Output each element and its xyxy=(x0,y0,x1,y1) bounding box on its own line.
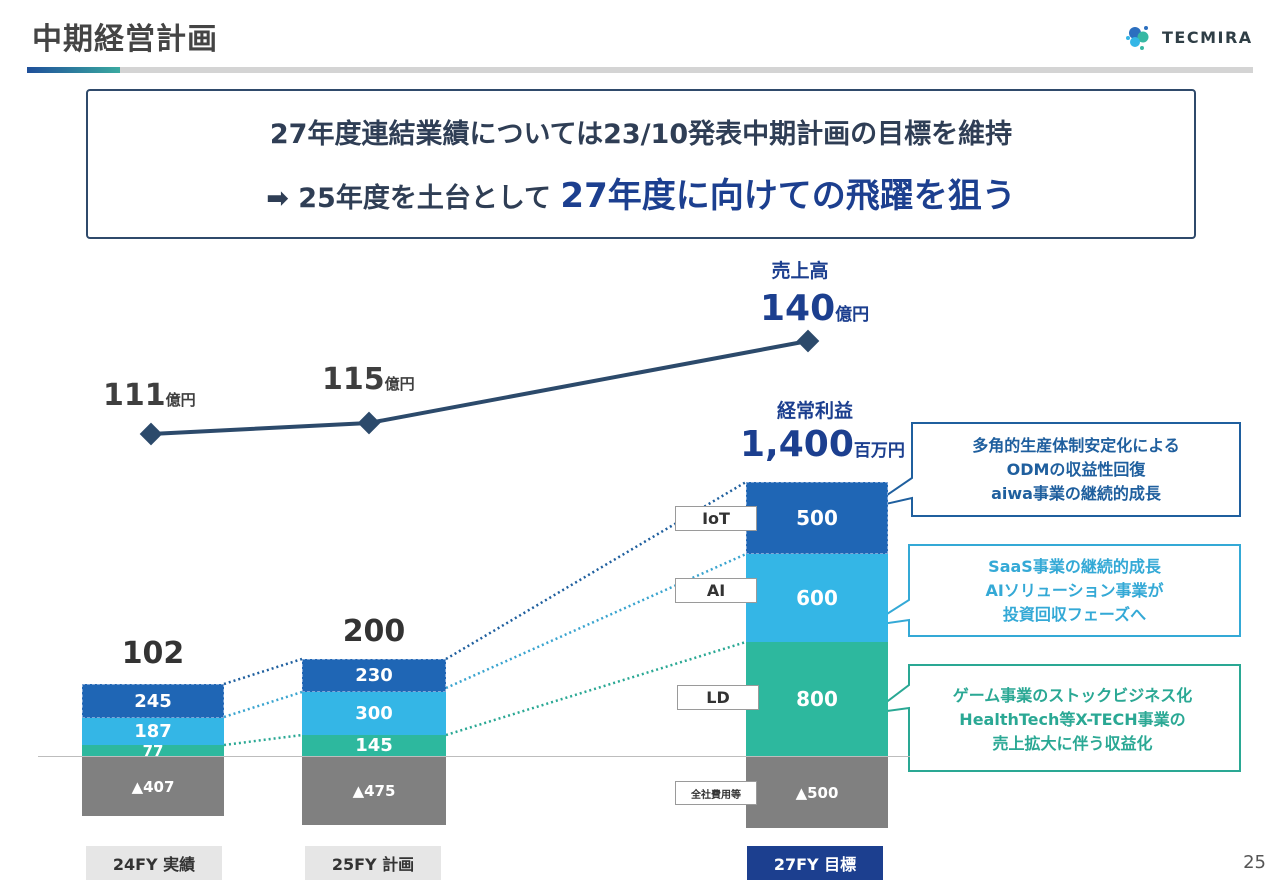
revenue-label-24fy: 111億円 xyxy=(103,378,196,413)
callout-1-shape xyxy=(867,422,1241,517)
bar-27fy-ai: 600 xyxy=(746,554,888,642)
revenue-label-27fy: 140億円 xyxy=(760,288,870,329)
headline-line-1: 27年度連結業績については23/10発表中期計画の目標を維持 xyxy=(269,119,1013,150)
ld-connector-2 xyxy=(445,640,747,737)
bar-27fy-cost: ▲500 xyxy=(746,757,888,828)
callout-2-shape xyxy=(867,544,1241,637)
bar-25fy-cost: ▲475 xyxy=(302,757,446,825)
revenue-label-25fy: 115億円 xyxy=(322,362,415,397)
bar-25fy-ld: 145 xyxy=(302,735,446,756)
headline-box xyxy=(86,89,1196,239)
profit-target-label: 1,400百万円 xyxy=(740,424,905,465)
bar-27fy-iot: 500 xyxy=(746,482,888,554)
revenue-line xyxy=(150,339,809,436)
fy-label-27fy: 27FY 目標 xyxy=(747,846,883,880)
profit-caption: 経常利益 xyxy=(776,400,853,422)
headline-line-2-prefix: ➡ 25年度を土台として xyxy=(266,183,561,214)
bar-24fy-ai: 187 xyxy=(82,718,224,745)
tag-corporate-cost: 全社費用等 xyxy=(675,781,757,805)
tag-ai: AI xyxy=(675,578,757,603)
bar-24fy-cost: ▲407 xyxy=(82,757,224,816)
bar-25fy-iot: 230 xyxy=(302,659,446,692)
bar-total-25fy: 200 xyxy=(342,614,406,649)
zero-axis xyxy=(38,756,910,757)
title-divider-accent xyxy=(27,67,120,73)
callout-ld: ゲーム事業のストックビジネス化 HealthTech等X-TECH事業の 売上拡… xyxy=(952,686,1193,753)
molecule-logo-icon xyxy=(1126,26,1149,50)
bar-25fy-ai: 300 xyxy=(302,692,446,735)
ai-connector-2 xyxy=(445,552,747,690)
fy-label-24fy: 24FY 実績 xyxy=(86,846,222,880)
page-number: 25 xyxy=(1243,852,1266,873)
bar-27fy-ld: 800 xyxy=(746,642,888,756)
headline-line-2-emphasis: 27年度に向けての飛躍を狙う xyxy=(560,176,1016,216)
revenue-marker-25fy xyxy=(357,411,381,435)
iot-connector-1 xyxy=(223,657,303,686)
revenue-marker-24fy xyxy=(139,422,163,446)
company-logo: TECMIRA xyxy=(1124,22,1254,52)
title-divider xyxy=(27,67,1253,73)
tag-iot: IoT xyxy=(675,506,757,531)
tag-ld: LD xyxy=(677,685,759,710)
bar-24fy-ld: 77 xyxy=(82,742,224,760)
callout-ai: SaaS事業の継続的成長 AIソリューション事業が 投資回収フェーズへ xyxy=(985,557,1164,624)
callout-3-shape xyxy=(868,664,1241,772)
fy-label-25fy: 25FY 計画 xyxy=(305,846,441,880)
headline-line-2: ➡ 25年度を土台として 27年度に向けての飛躍を狙う xyxy=(86,168,1196,217)
bar-total-24fy: 102 xyxy=(121,636,185,671)
ld-connector-1 xyxy=(223,733,303,747)
logo-text: TECMIRA xyxy=(1162,27,1253,47)
revenue-caption: 売上高 xyxy=(771,260,829,282)
bar-24fy-iot: 245 xyxy=(82,684,224,718)
page-title: 中期経営計画 xyxy=(32,22,218,57)
ai-connector-1 xyxy=(223,690,303,719)
callout-iot: 多角的生産体制安定化による ODMの収益性回復 aiwa事業の継続的成長 xyxy=(972,436,1180,503)
revenue-marker-27fy xyxy=(796,329,820,353)
